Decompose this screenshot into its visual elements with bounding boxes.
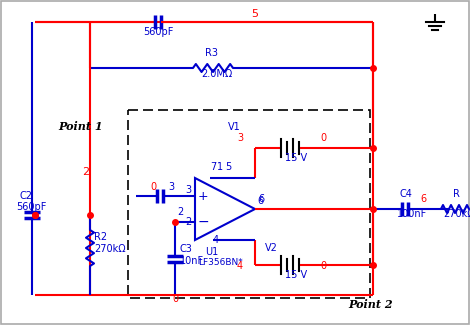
Text: 3: 3 [185,185,191,195]
Text: 100nF: 100nF [397,209,427,219]
Text: 0: 0 [320,133,326,143]
Text: 3: 3 [168,182,174,192]
Text: 2: 2 [177,207,183,217]
Text: Point 2: Point 2 [348,299,392,310]
Text: Point 1: Point 1 [58,121,102,132]
Text: 1: 1 [217,162,223,172]
Text: +: + [198,189,208,202]
Text: V2: V2 [265,243,278,253]
Text: 15 V: 15 V [285,270,307,280]
Text: 0: 0 [172,294,178,304]
Text: V1: V1 [228,122,241,132]
Text: −: − [197,215,209,229]
Text: 0: 0 [320,261,326,271]
Text: 7: 7 [210,162,216,172]
Text: U1: U1 [205,247,218,257]
Text: C2: C2 [20,191,33,201]
Text: R: R [453,189,460,199]
Text: C4: C4 [400,189,413,199]
Text: 2: 2 [82,167,89,177]
Text: 5: 5 [225,162,231,172]
Text: 270kΩ: 270kΩ [94,244,125,254]
Text: 5: 5 [251,9,258,19]
Text: 560pF: 560pF [143,27,173,37]
Text: 2: 2 [185,217,191,227]
Text: 0: 0 [150,182,156,192]
Text: 3: 3 [237,133,243,143]
Text: 15 V: 15 V [285,153,307,163]
Text: 2.0MΩ: 2.0MΩ [201,69,232,79]
Bar [128,110,370,298]
Text: 4: 4 [213,235,219,245]
Text: 4: 4 [237,261,243,271]
Text: LF356BN*: LF356BN* [198,258,243,267]
Text: R3: R3 [205,48,218,58]
Text: 10nF: 10nF [180,255,204,266]
Text: 6: 6 [257,196,263,206]
Text: R2: R2 [94,232,107,242]
Text: 270kΩ: 270kΩ [443,209,470,219]
Text: 6: 6 [420,194,426,204]
Text: 560pF: 560pF [16,202,47,212]
Text: C3: C3 [180,244,193,254]
Text: 6: 6 [258,194,264,204]
